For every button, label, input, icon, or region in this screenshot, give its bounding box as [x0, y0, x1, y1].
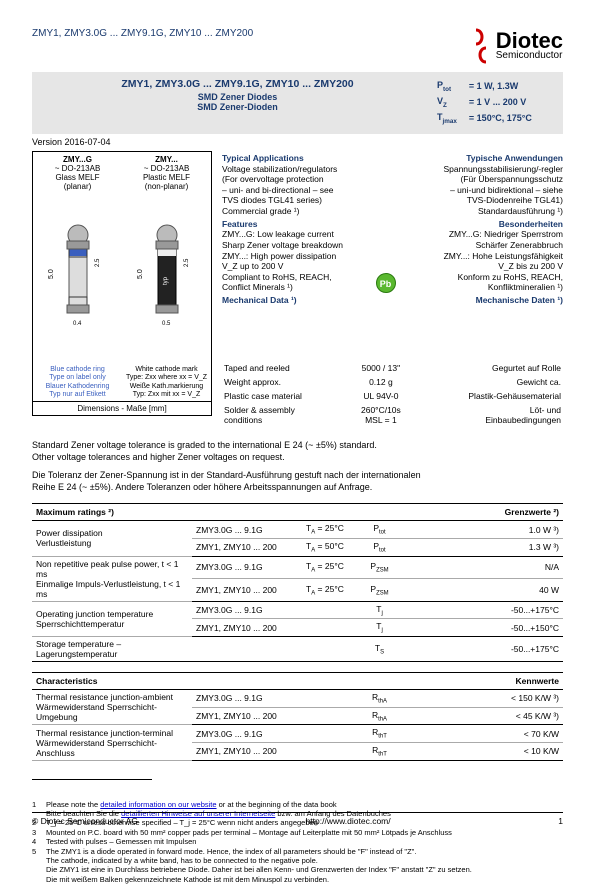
table-heading-en: Maximum ratings ²) — [32, 504, 362, 521]
param-sym: VZ — [435, 96, 465, 110]
maximum-ratings-table: Maximum ratings ²) Grenzwerte ²) Power d… — [32, 503, 563, 662]
table-row: Operating junction temperature Sperrschi… — [32, 601, 563, 619]
footer-url: http://www.diotec.com/ — [306, 816, 391, 826]
product-line: ZMY1, ZMY3.0G ... ZMY9.1G, ZMY10 ... ZMY… — [32, 28, 253, 39]
pkg-col1-title: ZMY...G ~ DO-213AB Glass MELF (planar) — [33, 152, 122, 194]
table-heading-en: Characteristics — [32, 672, 362, 689]
svg-text:0.5: 0.5 — [162, 321, 171, 327]
table-row: Non repetitive peak pulse power, t < 1 m… — [32, 556, 563, 579]
title-main: ZMY1, ZMY3.0G ... ZMY9.1G, ZMY10 ... ZMY… — [42, 78, 433, 90]
text-features-de: ZMY...G: Niedriger Sperrstrom Schärfer Z… — [400, 229, 564, 293]
svg-text:5.0: 5.0 — [48, 269, 55, 279]
svg-text:typ: typ — [163, 276, 169, 285]
param-val: = 1 W, 1.3W — [467, 80, 551, 94]
heading-features: Features — [222, 219, 386, 230]
logo-subtext: Semiconductor — [496, 50, 563, 61]
text-features-en: ZMY...G: Low leakage current Sharp Zener… — [222, 229, 386, 293]
footnote-separator — [32, 779, 152, 780]
logo-text: Diotec — [496, 31, 563, 51]
text-applications-de: Spannungsstabilisierung/-regler (Für Übe… — [400, 164, 564, 217]
title-sub-de: SMD Zener-Dioden — [42, 102, 433, 112]
svg-text:2.5: 2.5 — [184, 258, 190, 267]
title-band: ZMY1, ZMY3.0G ... ZMY9.1G, ZMY10 ... ZMY… — [32, 72, 563, 134]
dimensions-label: Dimensions - Maße [mm] — [33, 401, 211, 415]
pkg-caption-2: White cathode mark Type: Zxx where xx = … — [122, 364, 211, 402]
table-row: Storage temperature – Lagerungstemperatu… — [32, 636, 563, 661]
table-row: Plastic case materialUL 94V-0Plastik-Geh… — [224, 390, 561, 402]
pkg-col2-title: ZMY... ~ DO-213AB Plastic MELF (non-plan… — [122, 152, 211, 194]
heading-typical-applications-de: Typische Anwendungen — [400, 153, 564, 164]
pb-free-icon: Pb — [376, 273, 396, 293]
package-drawing-plastic: typ 5.0 2.5 0.5 — [122, 194, 211, 364]
version-label: Version 2016-07-04 — [32, 137, 563, 147]
tolerance-note: Standard Zener voltage tolerance is grad… — [32, 440, 563, 493]
heading-mechanical-en: Mechanical Data ¹) — [222, 295, 386, 306]
mechanical-data-table: Taped and reeled5000 / 13"Gegurtet auf R… — [222, 360, 563, 428]
table-row: Power dissipation Verlustleistung ZMY3.0… — [32, 521, 563, 539]
package-drawing-glass: 5.0 2.5 0.4 — [33, 194, 122, 364]
pkg-caption-1: Blue cathode ring Type on label only Bla… — [33, 364, 122, 402]
footer-copyright: © Diotec Semiconductor AG — [32, 816, 138, 826]
text-applications-en: Voltage stabilization/regulators (For ov… — [222, 164, 386, 217]
table-row: Thermal resistance junction-terminal Wär… — [32, 725, 563, 743]
svg-text:2.5: 2.5 — [95, 258, 101, 267]
param-sym: Tjmax — [435, 112, 465, 126]
package-outline-box: ZMY...G ~ DO-213AB Glass MELF (planar) Z… — [32, 151, 212, 417]
heading-mechanical-de: Mechanische Daten ¹) — [400, 295, 564, 306]
param-val: = 1 V ... 200 V — [467, 96, 551, 110]
heading-features-de: Besonderheiten — [400, 219, 564, 230]
table-row: Thermal resistance junction-ambient Wärm… — [32, 689, 563, 707]
param-sym: Ptot — [435, 80, 465, 94]
heading-typical-applications: Typical Applications — [222, 153, 386, 164]
table-row: Taped and reeled5000 / 13"Gegurtet auf R… — [224, 362, 561, 374]
key-parameters: Ptot= 1 W, 1.3W VZ= 1 V ... 200 V Tjmax=… — [433, 78, 553, 128]
logo-mark-icon — [470, 28, 492, 64]
page-number: 1 — [558, 816, 563, 826]
table-heading-de: Kennwerte — [362, 672, 563, 689]
param-val: = 150°C, 175°C — [467, 112, 551, 126]
footnote-link-en[interactable]: detailed information on our website — [100, 800, 216, 809]
table-heading-de: Grenzwerte ²) — [362, 504, 563, 521]
title-sub-en: SMD Zener Diodes — [42, 92, 433, 102]
company-logo: Diotec Semiconductor — [470, 28, 563, 64]
page-footer: © Diotec Semiconductor AG http://www.dio… — [32, 812, 563, 826]
characteristics-table: Characteristics Kennwerte Thermal resist… — [32, 672, 563, 761]
svg-text:5.0: 5.0 — [137, 269, 144, 279]
svg-text:0.4: 0.4 — [73, 321, 82, 327]
